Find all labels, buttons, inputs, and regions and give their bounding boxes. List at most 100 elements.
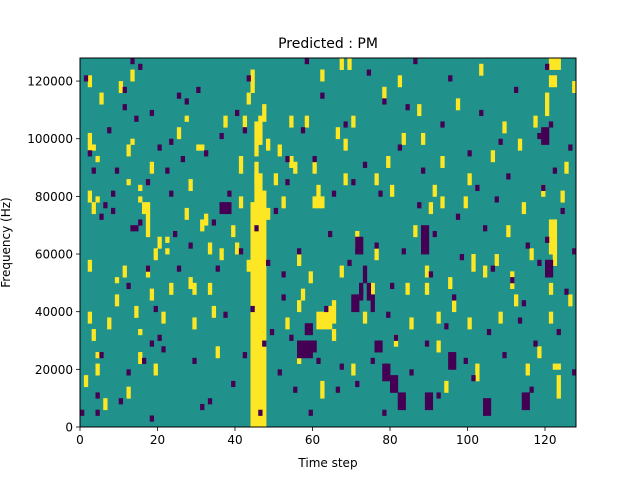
heatmap-cell-low: [297, 340, 302, 359]
heatmap-cell-high: [138, 357, 143, 364]
heatmap-cell-high: [405, 282, 410, 290]
heatmap-cell-high: [138, 328, 143, 336]
heatmap-cell-high: [238, 161, 244, 168]
y-tick-label: 20000: [35, 363, 73, 377]
heatmap-cell-high: [421, 132, 426, 140]
heatmap-cell-high: [390, 190, 395, 197]
heatmap-cell-low: [382, 98, 387, 105]
heatmap-cell-high: [502, 127, 507, 134]
heatmap-cell-high: [405, 288, 410, 295]
heatmap-cell-low: [428, 392, 434, 411]
x-axis-label: Time step: [297, 456, 357, 470]
heatmap-cell-high: [273, 179, 279, 186]
heatmap-cell-low: [145, 179, 151, 186]
heatmap-cell-high: [409, 317, 414, 324]
heatmap-cell-high: [161, 311, 166, 318]
heatmap-cell-high: [545, 98, 550, 105]
heatmap-cell-high: [436, 317, 441, 324]
heatmap-cell-high: [417, 104, 422, 111]
heatmap-cell-low: [424, 340, 430, 347]
heatmap-cell-high: [293, 161, 298, 168]
heatmap-cell-high: [386, 156, 391, 163]
heatmap-cell-high: [107, 317, 112, 324]
heatmap-cell-high: [118, 81, 124, 88]
y-tick-label: 100000: [27, 132, 73, 146]
heatmap-cell-low: [320, 92, 325, 99]
heatmap-cell-low: [471, 375, 476, 382]
heatmap-cell-low: [262, 340, 267, 347]
heatmap-cell-low: [118, 398, 124, 405]
heatmap-cell-low: [242, 127, 248, 134]
heatmap-cell-high: [529, 248, 534, 255]
heatmap-cell-low: [103, 202, 108, 209]
heatmap-cell-high: [91, 328, 96, 336]
heatmap-cell-high: [91, 207, 96, 215]
heatmap-cell-low: [362, 161, 368, 168]
heatmap-cell-high: [320, 75, 325, 82]
heatmap-cell-high: [87, 144, 93, 151]
heatmap-cell-low: [273, 207, 279, 215]
heatmap-cell-high: [343, 144, 348, 151]
heatmap-cell-high: [145, 271, 151, 278]
heatmap-cell-high: [134, 305, 139, 313]
heatmap-cell-low: [227, 202, 232, 215]
heatmap-cell-low: [479, 109, 484, 117]
heatmap-cell-high: [490, 156, 496, 163]
heatmap-cell-high: [552, 75, 558, 88]
heatmap-cell-high: [483, 271, 488, 278]
heatmap-cell-high: [351, 121, 356, 128]
heatmap-cell-high: [479, 69, 484, 76]
heatmap-cell-high: [556, 380, 561, 388]
heatmap-cell-low: [382, 409, 387, 416]
heatmap-cell-high: [316, 196, 321, 203]
heatmap-cell-high: [118, 86, 124, 93]
heatmap-cell-high: [95, 196, 100, 203]
heatmap-cell-low: [99, 352, 104, 359]
heatmap-cell-high: [266, 213, 271, 220]
heatmap-cell-low: [486, 328, 492, 336]
heatmap-cell-high: [440, 202, 445, 209]
heatmap-cell-high: [320, 386, 325, 393]
heatmap-cell-low: [545, 127, 550, 145]
heatmap-cell-low: [362, 265, 368, 284]
heatmap-cell-low: [246, 75, 251, 82]
heatmap-cell-low: [111, 207, 116, 215]
heatmap-cell-high: [471, 259, 476, 266]
heatmap-cell-high: [374, 179, 379, 186]
heatmap-cell-low: [138, 219, 143, 226]
x-tick-label: 20: [150, 433, 165, 447]
heatmap-cell-high: [87, 75, 93, 82]
heatmap-cell-high: [238, 167, 244, 174]
heatmap-cell-low: [351, 294, 356, 313]
heatmap-cell-low: [281, 294, 286, 301]
heatmap-cell-high: [207, 282, 213, 290]
heatmap-cell-high: [552, 58, 558, 70]
heatmap-cell-high: [238, 202, 244, 209]
heatmap-cell-low: [483, 225, 488, 232]
heatmap-cell-high: [548, 58, 554, 70]
heatmap-cell-high: [149, 161, 155, 168]
heatmap-cell-low: [355, 294, 360, 313]
heatmap-cell-low: [374, 242, 379, 249]
heatmap-cell-low: [122, 86, 127, 93]
heatmap-cell-high: [467, 317, 472, 324]
heatmap-cell-high: [328, 305, 333, 330]
heatmap-cell-high: [103, 398, 108, 405]
heatmap-cell-low: [134, 225, 139, 232]
heatmap-cell-high: [238, 196, 244, 203]
heatmap-cell-high: [548, 317, 554, 324]
x-tick-label: 40: [227, 433, 242, 447]
heatmap-cell-high: [215, 346, 220, 353]
heatmap-cell-high: [401, 132, 406, 140]
heatmap-cell-low: [510, 277, 515, 284]
heatmap-cell-high: [87, 265, 93, 272]
heatmap-cell-high: [87, 190, 93, 197]
heatmap-cell-low: [347, 259, 352, 266]
heatmap-cell-low: [300, 340, 306, 359]
heatmap-cell-high: [552, 219, 558, 255]
heatmap-cell-low: [572, 248, 577, 255]
heatmap-cell-low: [552, 167, 558, 174]
heatmap-cell-low: [452, 352, 457, 370]
heatmap-cell-low: [343, 121, 348, 128]
heatmap-cell-high: [351, 363, 356, 370]
